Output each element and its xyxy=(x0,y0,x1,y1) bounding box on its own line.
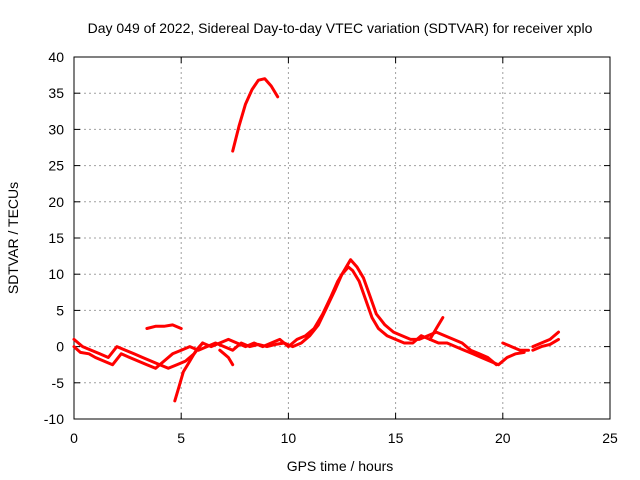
y-tick-label: 10 xyxy=(48,266,64,282)
series-track-e xyxy=(218,348,235,367)
y-tick-label: 40 xyxy=(48,49,64,65)
y-tick-label: -10 xyxy=(44,411,64,427)
y-tick-label: 20 xyxy=(48,194,64,210)
series-track-d xyxy=(173,341,205,403)
y-axis: -10 -5 0 5 10 15 20 25 30 35 40 xyxy=(44,49,610,427)
series-track-i xyxy=(531,330,560,349)
series-track-b xyxy=(72,258,498,370)
series-group xyxy=(72,77,560,403)
x-tick-label: 20 xyxy=(495,430,511,446)
x-tick-label: 15 xyxy=(388,430,404,446)
x-tick-label: 5 xyxy=(177,430,185,446)
y-tick-label: 15 xyxy=(48,230,64,246)
series-track-c xyxy=(145,323,183,330)
grid xyxy=(74,57,610,419)
x-tick-label: 10 xyxy=(281,430,297,446)
y-tick-label: 35 xyxy=(48,85,64,101)
y-tick-label: -5 xyxy=(52,375,65,391)
x-tick-label: 0 xyxy=(70,430,78,446)
y-tick-label: 0 xyxy=(56,339,64,355)
series-track-a xyxy=(72,265,526,370)
x-axis: 0 5 10 15 20 25 xyxy=(70,57,618,446)
series-track-g xyxy=(428,316,445,341)
y-tick-label: 5 xyxy=(56,302,64,318)
series-track-f xyxy=(231,77,280,153)
x-axis-label: GPS time / hours xyxy=(287,458,394,474)
chart-title: Day 049 of 2022, Sidereal Day-to-day VTE… xyxy=(88,20,593,36)
series-track-h xyxy=(501,341,530,352)
y-tick-label: 25 xyxy=(48,158,64,174)
series-track-j xyxy=(531,337,560,352)
y-axis-label: SDTVAR / TECUs xyxy=(5,182,21,294)
y-tick-label: 30 xyxy=(48,121,64,137)
x-tick-label: 25 xyxy=(602,430,618,446)
